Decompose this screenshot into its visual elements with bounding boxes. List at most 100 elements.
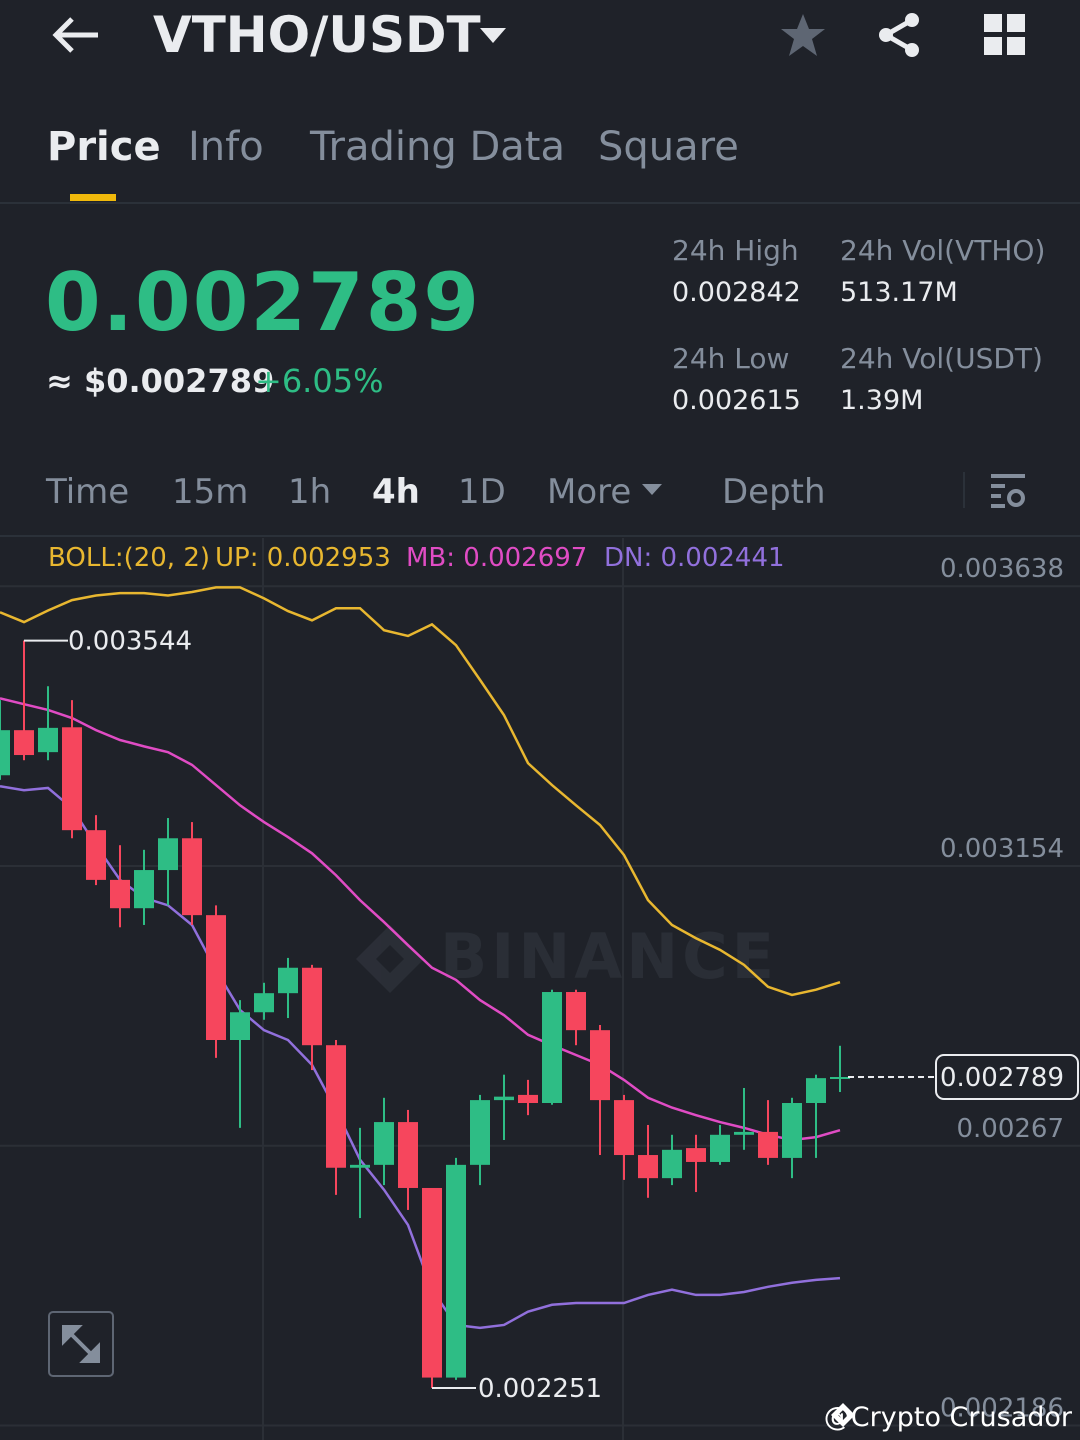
last-price: 0.002789 (45, 256, 482, 349)
interval[interactable]: Time (46, 472, 130, 512)
candle-body (62, 727, 82, 831)
candle-body (830, 1076, 850, 1079)
share[interactable] (876, 12, 922, 58)
candle-body (158, 838, 178, 871)
credit-logo (831, 1403, 855, 1427)
max-label: 0.003544 (68, 627, 192, 657)
credit: @Crypto Crusador (824, 1402, 1073, 1433)
tab[interactable]: Info (188, 124, 264, 170)
candle-body (422, 1187, 442, 1378)
stat-value: 1.39M (840, 385, 924, 416)
candle-body (518, 1094, 538, 1104)
labels: 0.003638 0.003154 0.00267 0.002186 BOLL:(20,… (24, 543, 1079, 1424)
candle-body (398, 1122, 418, 1188)
legend-entry: UP: 0.002953 (215, 543, 391, 573)
candle-body (806, 1078, 826, 1104)
interval[interactable]: 1h (288, 472, 332, 512)
caret[interactable] (642, 484, 662, 495)
stat-label: 24h Vol(VTHO) (840, 234, 1046, 267)
stat-value: 513.17M (840, 277, 958, 308)
candle-body (758, 1131, 778, 1158)
candle-body (446, 1164, 466, 1378)
last-price-box (935, 1053, 1079, 1100)
candle-body (566, 992, 586, 1031)
separator (963, 472, 965, 508)
candle-body (542, 992, 562, 1104)
legend-entry: DN: 0.002441 (604, 543, 785, 573)
pair-title[interactable]: VTHO/USDT (153, 6, 481, 64)
interval[interactable]: Depth (722, 472, 826, 512)
candle-body (302, 967, 322, 1046)
chart-settings[interactable] (989, 472, 1029, 510)
boll-line (0, 586, 841, 997)
candle-body (206, 915, 226, 1040)
min-label: 0.002251 (478, 1374, 602, 1404)
watermark: BINANCE (356, 920, 778, 993)
fiat-price: ≈ $0.002789 (46, 362, 275, 400)
tab[interactable]: Square (598, 124, 739, 170)
indicator-label: BOLL:(20, 2) (48, 543, 210, 573)
stat-label: 24h Low (672, 342, 790, 375)
tab[interactable]: Price (47, 124, 161, 170)
watermark-text: BINANCE (440, 920, 778, 993)
more-caret[interactable] (640, 482, 664, 498)
candle-body (86, 830, 106, 880)
candle-body (374, 1122, 394, 1165)
interval[interactable]: More (547, 472, 632, 512)
candle-body (614, 1100, 634, 1156)
pair-caret[interactable] (478, 26, 508, 46)
candle-body (782, 1103, 802, 1158)
settings-icon[interactable] (991, 474, 1025, 508)
layout-menu[interactable] (984, 14, 1026, 56)
divider (0, 535, 1080, 537)
candle-body (686, 1148, 706, 1162)
candle-body (230, 1012, 250, 1040)
divider (0, 202, 1080, 204)
caret[interactable] (480, 28, 506, 43)
candle-body (662, 1149, 682, 1179)
expand-button[interactable] (48, 1311, 114, 1377)
y-tick-label: 0.00267 (956, 1114, 1064, 1144)
interval[interactable]: 4h (372, 472, 420, 512)
plot (0, 585, 1080, 1427)
last-price-label: 0.002789 (940, 1063, 1064, 1093)
back-arrow-icon[interactable] (52, 17, 98, 53)
grid-icon[interactable] (984, 14, 1025, 55)
boll-line (0, 785, 841, 1330)
candle-body (278, 967, 298, 994)
candle-body (638, 1155, 658, 1179)
y-tick-label: 0.003638 (940, 554, 1064, 584)
active-tab-indicator (70, 194, 116, 201)
back-arrow[interactable] (50, 14, 102, 56)
star-icon[interactable] (781, 14, 825, 56)
candle-body (350, 1164, 370, 1168)
candle-body (0, 730, 10, 776)
candle-body (470, 1100, 490, 1165)
stat-label: 24h Vol(USDT) (840, 342, 1043, 375)
candle-body (326, 1045, 346, 1168)
candle-body (710, 1134, 730, 1162)
tab[interactable]: Trading Data (310, 124, 565, 170)
candle-body (734, 1131, 754, 1135)
share-icon[interactable] (879, 13, 919, 57)
price-change: +6.05% (255, 362, 384, 400)
candle-body (182, 838, 202, 916)
candle-body (14, 730, 34, 756)
watermark-logo (356, 925, 424, 993)
candle-body (494, 1096, 514, 1101)
candle-body (134, 870, 154, 909)
expand-icon[interactable] (62, 1325, 100, 1363)
boll-line (0, 697, 841, 1142)
expand-frame[interactable] (48, 1311, 114, 1377)
candle-body (38, 727, 58, 753)
y-tick-label: 0.002186 (940, 1394, 1064, 1424)
stat-value: 0.002615 (672, 385, 801, 416)
y-tick-label: 0.003154 (940, 834, 1064, 864)
interval[interactable]: 1D (458, 472, 506, 512)
favorite[interactable] (779, 12, 827, 58)
candle-body (590, 1030, 610, 1101)
interval[interactable]: 15m (172, 472, 249, 512)
